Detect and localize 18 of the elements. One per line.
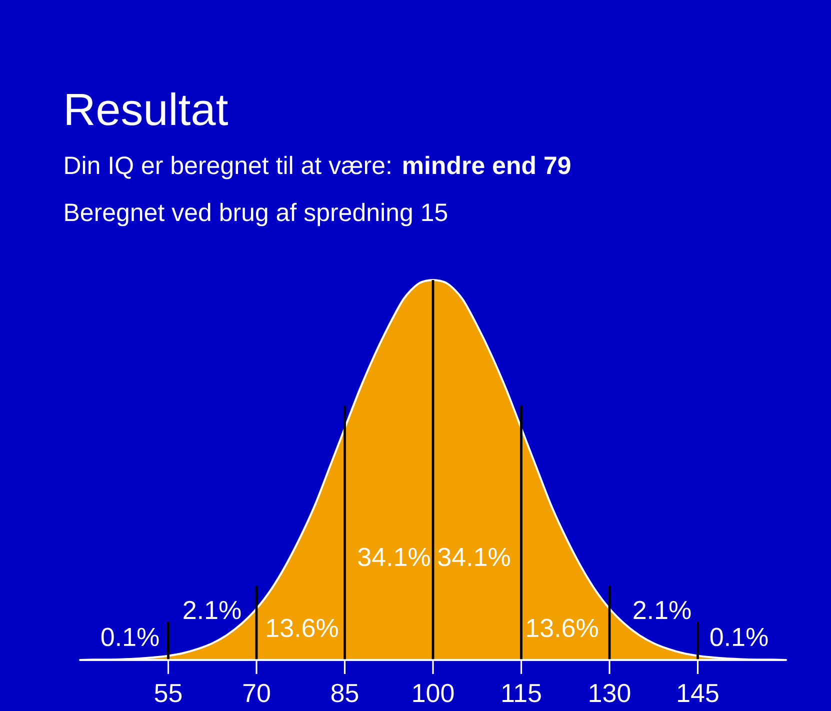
annotation: 0.1% [710,628,768,646]
annotation: 0.1% [101,628,159,646]
x-tick-label: 145 [678,684,718,702]
annotation: 2.1% [634,600,691,620]
annotation: 13.6% [267,618,338,638]
annotation: 34.1% [438,548,510,566]
x-tick-label: 70 [243,684,270,702]
x-tick-label: 100 [413,684,454,702]
chart-subtitle: Din IQ er beregnet til at være: mindre end 79 [65,156,570,180]
x-tick-label: 115 [502,684,541,702]
annotation: 2.1% [184,600,241,620]
x-tick-label: 130 [590,684,630,702]
x-tick-label: 85 [331,684,358,702]
annotation: 13.6% [527,618,598,638]
annotation: 34.1% [358,548,430,566]
x-tick-label: 55 [154,684,182,702]
chart-title: Resultat [66,92,228,126]
text: Beregnet ved brug af spredning 15 [65,202,448,226]
